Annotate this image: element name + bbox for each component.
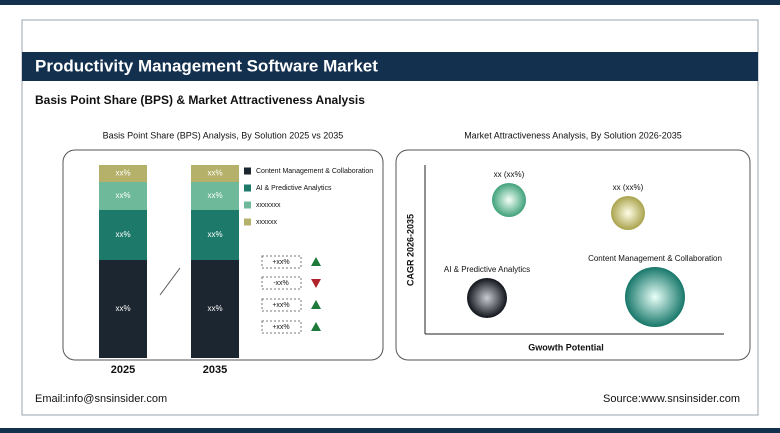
up-arrow: [311, 300, 321, 309]
segment-label: xx%: [115, 230, 130, 239]
bar-segment: [191, 210, 239, 260]
bubble: [492, 183, 526, 217]
x-axis-label: Gwowth Potential: [528, 342, 604, 352]
bar-label: 2025: [111, 364, 135, 376]
subtitle: Basis Point Share (BPS) & Market Attract…: [35, 93, 365, 107]
segment-label: xx%: [115, 169, 130, 178]
bubble-label: AI & Predictive Analytics: [444, 265, 530, 274]
legend-swatch: [244, 184, 251, 192]
bubble-label: Content Management & Collaboration: [588, 254, 722, 263]
change-box: [261, 276, 302, 290]
legend-swatch: [244, 218, 251, 226]
down-arrow: [311, 279, 321, 288]
footer-source: Source:www.snsinsider.com: [603, 393, 740, 405]
legend-label: xxxxxxx: [256, 202, 281, 209]
segment-label: xx%: [115, 304, 130, 313]
bar-segment: [191, 260, 239, 358]
legend-swatch: [244, 201, 251, 209]
change-box: [261, 298, 302, 312]
bubble: [467, 278, 507, 318]
title-bar: [22, 52, 758, 81]
y-axis-label: CAGR 2026-2035: [405, 214, 415, 286]
change-label: +xx%: [272, 302, 289, 309]
bar-segment: [99, 165, 147, 182]
bubble: [625, 267, 685, 327]
bubble-label: xx (xx%): [494, 170, 525, 179]
bar-segment: [191, 182, 239, 210]
top-band: [0, 0, 780, 5]
segment-label: xx%: [207, 169, 222, 178]
footer-email: Email:info@snsinsider.com: [35, 393, 167, 405]
title: Productivity Management Software Market: [35, 56, 378, 75]
change-box: [261, 255, 302, 269]
legend-label: AI & Predictive Analytics: [256, 185, 332, 192]
up-arrow: [311, 257, 321, 266]
change-box: [261, 320, 302, 334]
legend-label: Content Management & Collaboration: [256, 168, 373, 175]
bar-segment: [99, 260, 147, 358]
panel-title: Market Attractiveness Analysis, By Solut…: [464, 130, 682, 140]
panel-title: Basis Point Share (BPS) Analysis, By Sol…: [103, 130, 344, 140]
bar-segment: [99, 210, 147, 260]
bubble: [611, 196, 645, 230]
legend-swatch: [244, 167, 251, 175]
bar-segment: [191, 165, 239, 182]
change-label: +xx%: [272, 259, 289, 266]
segment-label: xx%: [115, 191, 130, 200]
legend-label: xxxxxx: [256, 219, 278, 226]
segment-label: xx%: [207, 304, 222, 313]
segment-label: xx%: [207, 230, 222, 239]
change-label: +xx%: [272, 324, 289, 331]
arrow: [159, 267, 181, 296]
bottom-band: [0, 428, 780, 433]
bar-segment: [99, 182, 147, 210]
bubble-label: xx (xx%): [613, 183, 644, 192]
segment-label: xx%: [207, 191, 222, 200]
bar-label: 2035: [203, 364, 227, 376]
up-arrow: [311, 322, 321, 331]
change-label: -xx%: [273, 280, 289, 287]
